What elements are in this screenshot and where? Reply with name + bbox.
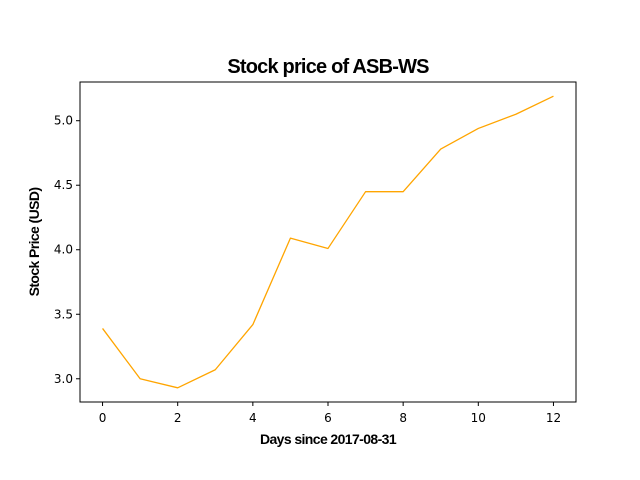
x-tick-label: 2 xyxy=(174,411,182,425)
x-tick-label: 0 xyxy=(99,411,107,425)
x-tick-label: 4 xyxy=(249,411,257,425)
x-tick-label: 6 xyxy=(324,411,332,425)
x-tick-label: 12 xyxy=(546,411,561,425)
x-axis-label: Days since 2017-08-31 xyxy=(260,431,397,447)
y-tick-label: 3.5 xyxy=(54,307,73,321)
x-tick-label: 8 xyxy=(399,411,407,425)
y-tick-label: 4.5 xyxy=(54,178,73,192)
y-tick-label: 5.0 xyxy=(54,114,73,128)
y-tick-label: 3.0 xyxy=(54,372,73,386)
y-tick-label: 4.0 xyxy=(54,243,73,257)
y-axis-label: Stock Price (USD) xyxy=(26,188,42,297)
plot-area xyxy=(80,82,576,402)
x-tick-label: 10 xyxy=(471,411,486,425)
chart-title: Stock price of ASB-WS xyxy=(227,56,429,78)
